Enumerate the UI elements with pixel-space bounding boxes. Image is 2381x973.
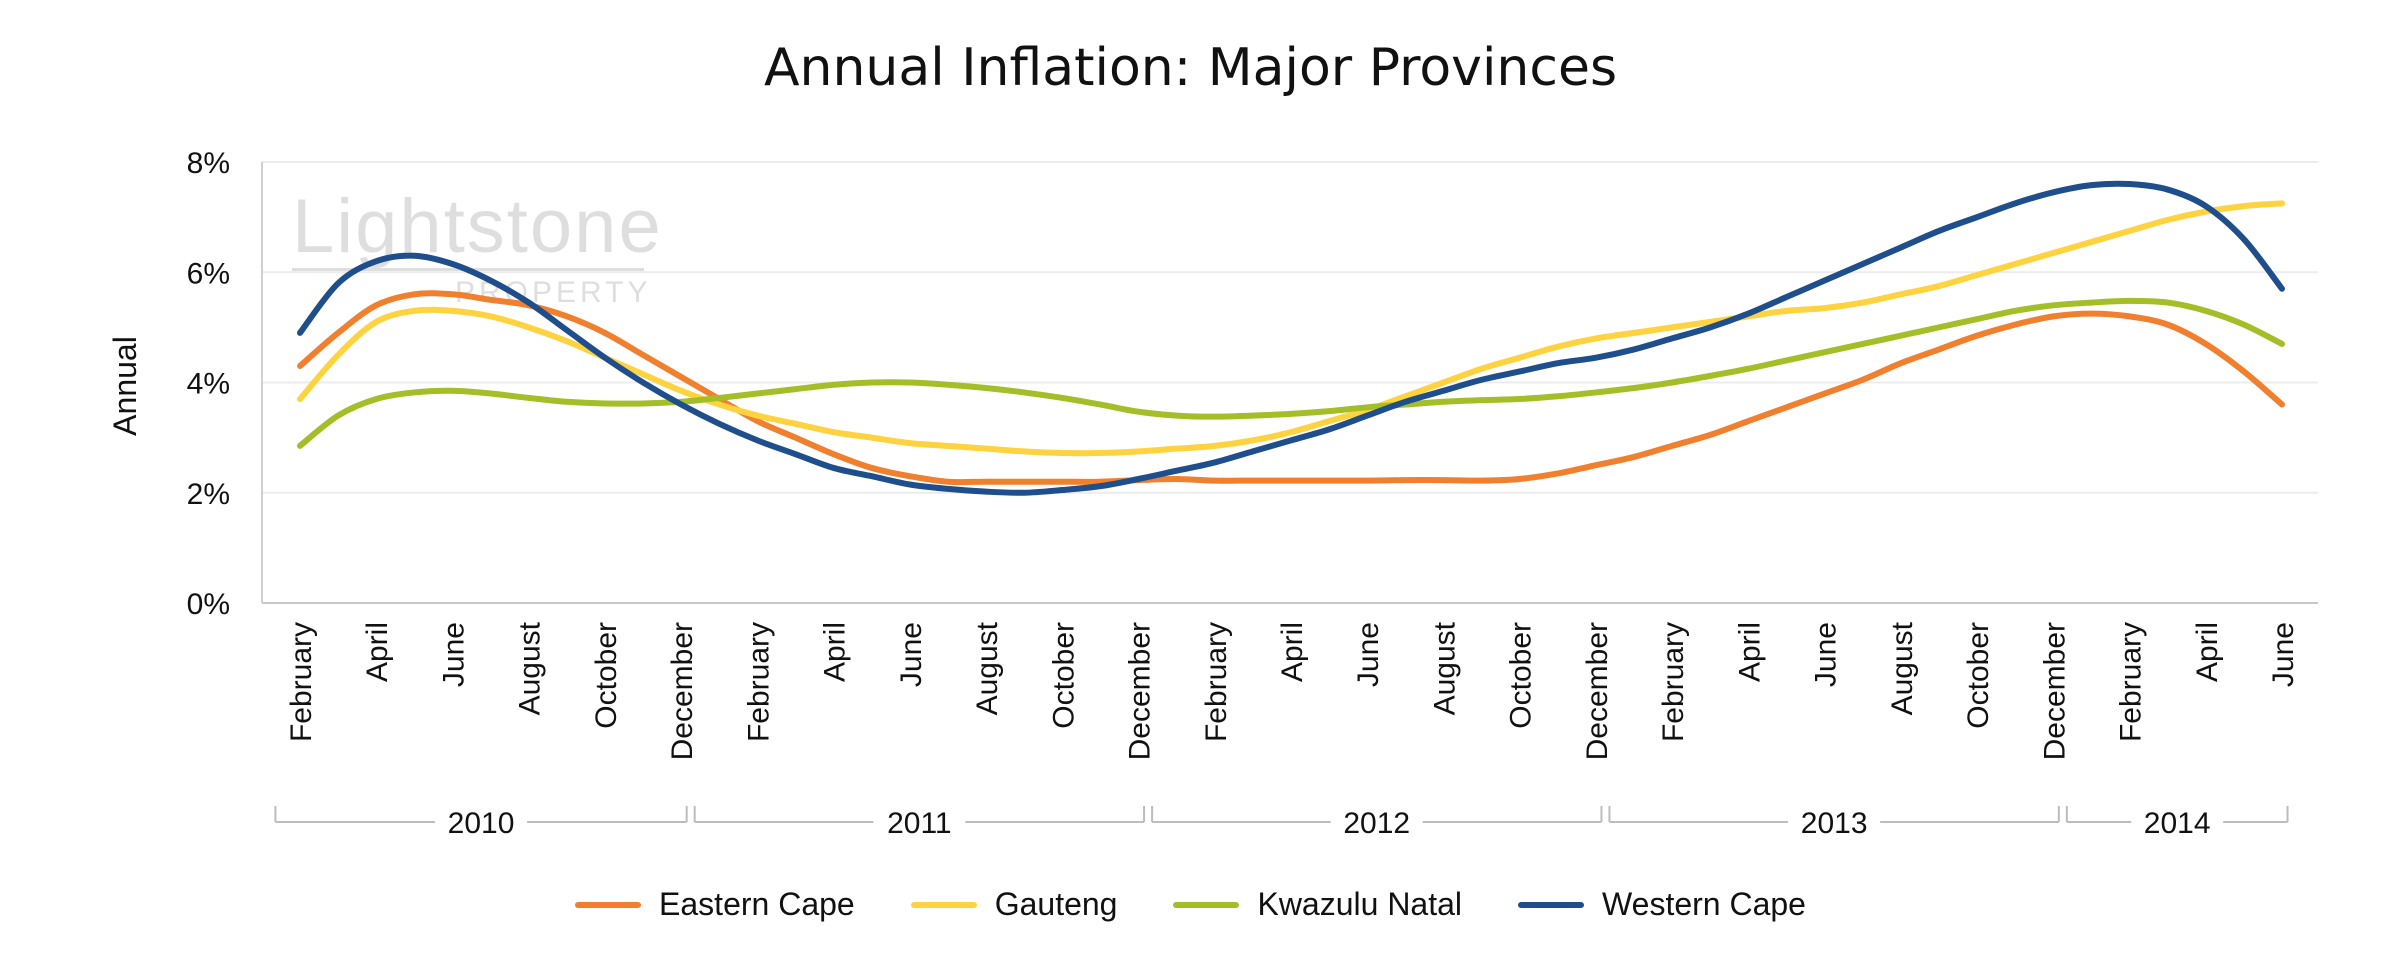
- legend-label: Kwazulu Natal: [1257, 886, 1463, 922]
- chart-title: Annual Inflation: Major Provinces: [763, 38, 1618, 98]
- legend-label: Gauteng: [994, 886, 1118, 922]
- legend-swatch: [1173, 901, 1240, 908]
- x-group-label: 2012: [1343, 807, 1410, 840]
- x-group-label: 2014: [2144, 807, 2211, 840]
- x-group-label: 2013: [1801, 807, 1868, 840]
- watermark-logo: Lightstone PROPERTY: [292, 184, 663, 309]
- legend-label: Western Cape: [1602, 886, 1806, 922]
- y-tick-label: 0%: [187, 588, 230, 621]
- x-group-label: 2010: [448, 807, 515, 840]
- legend-swatch: [1518, 901, 1585, 908]
- series-line-kwazulu-natal: [297, 297, 2285, 449]
- x-tick-label: August: [1428, 621, 1461, 715]
- x-tick-label: October: [1505, 622, 1538, 729]
- x-tick-label: December: [2038, 622, 2071, 760]
- y-tick-label: 4%: [187, 368, 230, 401]
- x-tick-label: August: [971, 621, 1004, 715]
- x-tick-label: February: [285, 622, 318, 742]
- x-tick-label: February: [2115, 622, 2148, 742]
- x-tick-label: December: [666, 622, 699, 760]
- series-lines: [297, 180, 2285, 496]
- x-tick-label: August: [1886, 621, 1919, 715]
- legend-item: Eastern Cape: [575, 886, 855, 923]
- x-tick-label: June: [437, 622, 470, 687]
- x-tick-label: June: [1810, 622, 1843, 687]
- svg-text:PROPERTY: PROPERTY: [455, 276, 652, 309]
- series-line-eastern-cape: [297, 290, 2285, 486]
- y-tick-label: 8%: [187, 147, 230, 180]
- x-tick-label: February: [1200, 622, 1233, 742]
- x-tick-label: April: [2191, 622, 2224, 682]
- y-tick-label: 6%: [187, 257, 230, 290]
- y-tick-label: 2%: [187, 478, 230, 511]
- legend-item: Kwazulu Natal: [1173, 886, 1462, 923]
- x-tick-label: April: [1276, 622, 1309, 682]
- legend-item: Western Cape: [1518, 886, 1806, 923]
- x-tick-label: February: [1657, 622, 1690, 742]
- legend: Eastern Cape Gauteng Kwazulu Natal Western …: [0, 886, 2381, 923]
- x-tick-label: October: [1962, 622, 1995, 729]
- x-tick-label: June: [895, 622, 928, 687]
- series-line-western-cape: [297, 180, 2285, 496]
- legend-swatch: [575, 901, 642, 908]
- x-tick-label: June: [2267, 622, 2300, 687]
- x-tick-label: December: [1124, 622, 1157, 760]
- x-tick-label: December: [1581, 622, 1614, 760]
- legend-swatch: [910, 901, 977, 908]
- y-axis-label: Annual: [107, 336, 143, 436]
- x-tick-label: October: [1047, 622, 1080, 729]
- svg-text:Lightstone: Lightstone: [292, 184, 663, 269]
- x-tick-label: April: [1733, 622, 1766, 682]
- x-tick-label: February: [742, 622, 775, 742]
- x-axis: February April June August October December Fe…: [274, 621, 2300, 840]
- legend-label: Eastern Cape: [659, 886, 855, 922]
- x-tick-label: April: [361, 622, 394, 682]
- legend-item: Gauteng: [910, 886, 1118, 923]
- x-tick-label: August: [514, 621, 547, 715]
- x-tick-label: October: [590, 622, 623, 729]
- series-line-gauteng: [297, 200, 2285, 457]
- x-group-label: 2011: [887, 807, 952, 840]
- y-axis-ticks: 0% 2% 4% 6% 8%: [187, 147, 230, 621]
- x-tick-label: June: [1352, 622, 1385, 687]
- x-tick-label: April: [819, 622, 852, 682]
- grid-lines: [261, 161, 2318, 604]
